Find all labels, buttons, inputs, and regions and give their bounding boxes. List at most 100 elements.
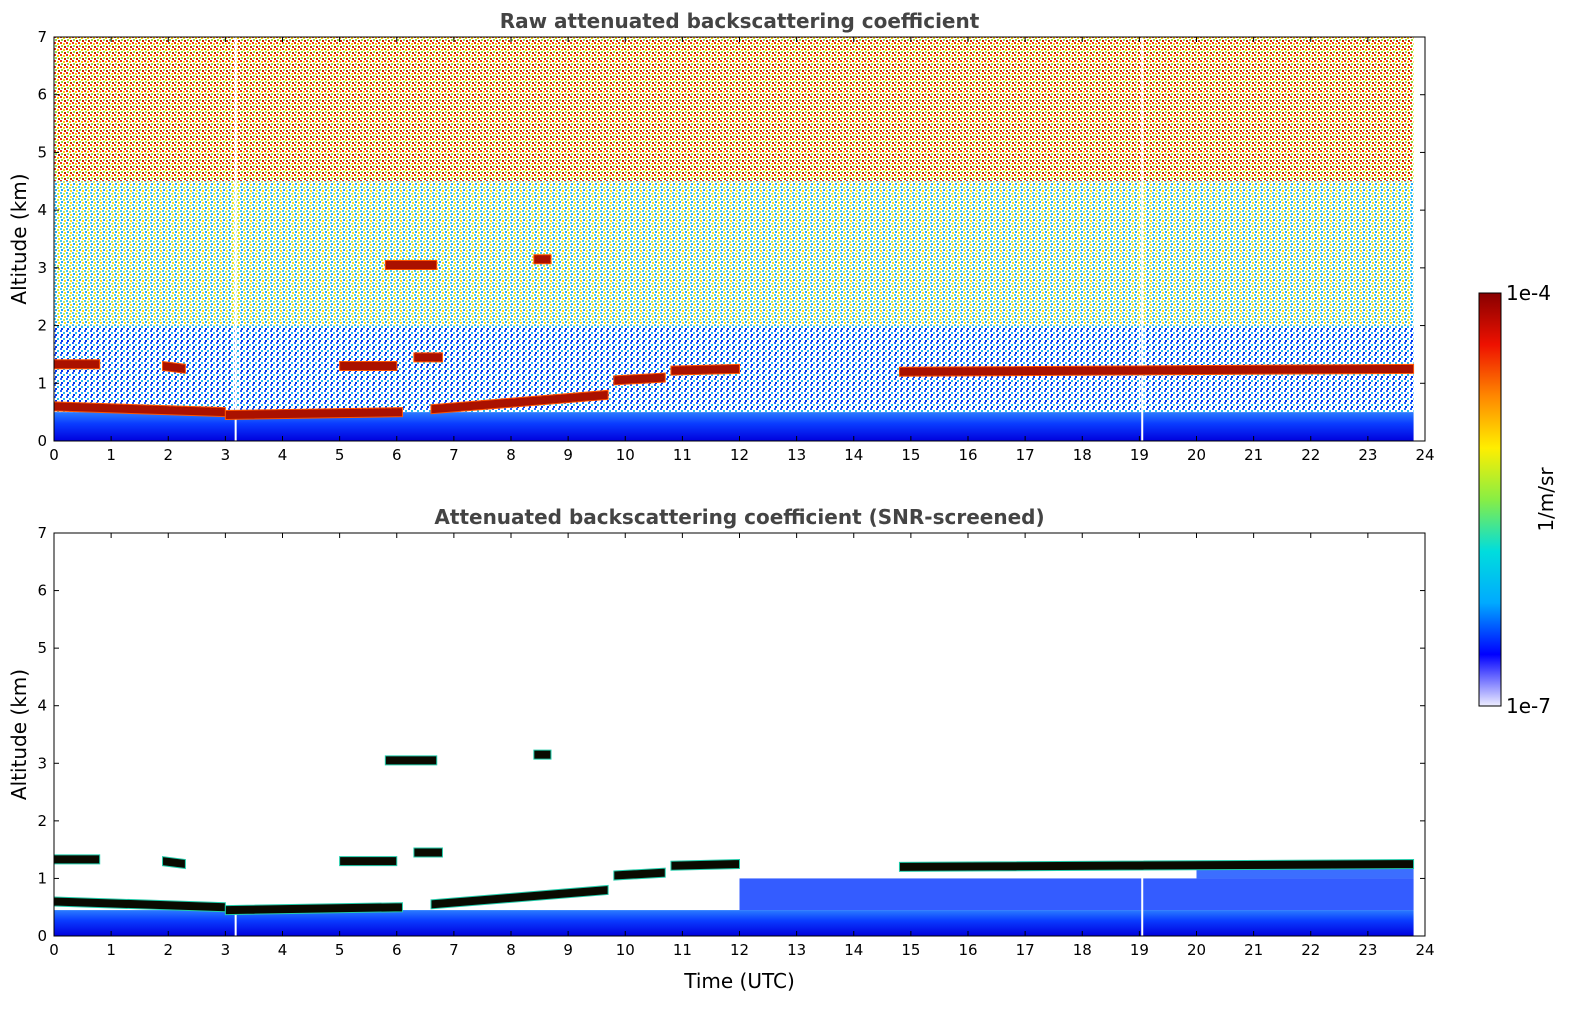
- raw-y-axis-label: Altitude (km): [7, 173, 31, 304]
- x-tick-label: 10: [616, 941, 635, 959]
- colorbar-min-label: 1e-7: [1506, 694, 1551, 718]
- y-tick-label: 4: [37, 201, 47, 219]
- raw-aerosol-cloud-layers: [53, 254, 1415, 421]
- x-tick-label: 24: [1415, 446, 1434, 464]
- layer-segment: [533, 254, 552, 265]
- layer-segment: [613, 867, 666, 881]
- x-tick-label: 22: [1301, 941, 1320, 959]
- x-tick-label: 21: [1244, 446, 1263, 464]
- layer-segment: [339, 360, 398, 371]
- colorbar-unit-label: 1/m/sr: [1534, 467, 1558, 532]
- y-tick-label: 1: [37, 374, 47, 392]
- layer-segment: [53, 896, 226, 913]
- x-tick-label: 8: [506, 941, 516, 959]
- snr-y-axis-label: Altitude (km): [7, 669, 31, 800]
- snr-y-ticks: 0 1 2 3 4 5 6 7: [37, 524, 1425, 945]
- x-tick-label: 5: [335, 941, 345, 959]
- y-tick-label: 5: [37, 143, 47, 161]
- layer-segment: [898, 363, 1415, 377]
- layer-segment: [533, 749, 552, 760]
- y-tick-label: 2: [37, 317, 47, 335]
- layer-segment: [384, 259, 438, 270]
- layer-segment: [430, 389, 609, 415]
- layer-segment: [670, 859, 740, 871]
- raw-backscatter-panel: Raw attenuated backscattering coefficien…: [7, 9, 1435, 464]
- x-tick-label: 3: [221, 941, 231, 959]
- y-tick-label: 5: [37, 639, 47, 657]
- x-tick-label: 4: [278, 941, 288, 959]
- x-tick-label: 9: [563, 941, 573, 959]
- colorbar: 1e-4 1e-7 1/m/sr: [1478, 281, 1558, 718]
- x-tick-label: 7: [449, 941, 459, 959]
- x-tick-label: 19: [1130, 941, 1149, 959]
- x-tick-label: 4: [278, 446, 288, 464]
- x-tick-label: 20: [1187, 446, 1206, 464]
- y-tick-label: 2: [37, 812, 47, 830]
- x-tick-label: 19: [1130, 446, 1149, 464]
- layer-segment: [162, 856, 186, 870]
- x-tick-label: 1: [106, 941, 116, 959]
- y-tick-label: 7: [37, 28, 47, 46]
- x-tick-label: 2: [163, 446, 173, 464]
- layer-segment: [162, 360, 186, 374]
- colorbar-max-label: 1e-4: [1506, 281, 1551, 305]
- x-tick-label: 12: [730, 446, 749, 464]
- x-tick-label: 9: [563, 446, 573, 464]
- y-tick-label: 3: [37, 754, 47, 772]
- x-tick-label: 18: [1073, 446, 1092, 464]
- layer-segment: [53, 854, 101, 865]
- x-tick-label: 16: [958, 941, 977, 959]
- noise-region-high-altitude: [54, 37, 1414, 182]
- x-tick-label: 8: [506, 446, 516, 464]
- time-x-axis-label: Time (UTC): [683, 969, 795, 993]
- x-tick-label: 6: [392, 941, 402, 959]
- x-tick-label: 0: [49, 941, 59, 959]
- x-tick-label: 24: [1415, 941, 1434, 959]
- x-tick-label: 22: [1301, 446, 1320, 464]
- x-tick-label: 15: [901, 446, 920, 464]
- x-tick-label: 17: [1016, 941, 1035, 959]
- x-tick-label: 10: [616, 446, 635, 464]
- y-tick-label: 4: [37, 697, 47, 715]
- layer-segment: [53, 359, 101, 370]
- raw-y-ticks: 0 1 2 3 4 5 6 7: [37, 28, 1425, 450]
- layer-segment: [413, 352, 443, 363]
- x-tick-label: 5: [335, 446, 345, 464]
- layer-segment: [613, 372, 666, 386]
- layer-segment: [413, 847, 443, 858]
- x-tick-label: 23: [1358, 446, 1377, 464]
- colorbar-gradient: [1478, 292, 1502, 707]
- x-tick-label: 14: [844, 446, 863, 464]
- x-tick-label: 15: [901, 941, 920, 959]
- layer-segment: [339, 856, 398, 867]
- x-tick-label: 11: [673, 446, 692, 464]
- x-tick-label: 13: [787, 446, 806, 464]
- raw-panel-title: Raw attenuated backscattering coefficien…: [500, 9, 980, 33]
- snr-panel-title: Attenuated backscattering coefficient (S…: [434, 505, 1044, 529]
- data-gap-line: [1141, 37, 1144, 441]
- boundary-layer-band: [54, 910, 1414, 936]
- x-tick-label: 23: [1358, 941, 1377, 959]
- x-tick-label: 17: [1016, 446, 1035, 464]
- layer-segment: [224, 407, 403, 421]
- x-tick-label: 2: [163, 941, 173, 959]
- layer-segment: [384, 755, 438, 766]
- layer-segment: [670, 363, 740, 376]
- noise-region-mid-altitude: [54, 181, 1414, 326]
- snr-x-ticks: 0 1 2 3 4 5 6 7 8 9 10 11 12 13 14 15 16 17 18 19 20 21 22 23 24: [49, 533, 1435, 959]
- raw-heatmap-area: [54, 37, 1414, 441]
- x-tick-label: 6: [392, 446, 402, 464]
- x-tick-label: 0: [49, 446, 59, 464]
- x-tick-label: 16: [958, 446, 977, 464]
- x-tick-label: 3: [221, 446, 231, 464]
- x-tick-label: 1: [106, 446, 116, 464]
- x-tick-label: 13: [787, 941, 806, 959]
- y-tick-label: 0: [37, 927, 47, 945]
- layer-segment: [430, 884, 609, 910]
- x-tick-label: 21: [1244, 941, 1263, 959]
- x-tick-label: 11: [673, 941, 692, 959]
- data-gap-line: [1141, 533, 1144, 936]
- x-tick-label: 7: [449, 446, 459, 464]
